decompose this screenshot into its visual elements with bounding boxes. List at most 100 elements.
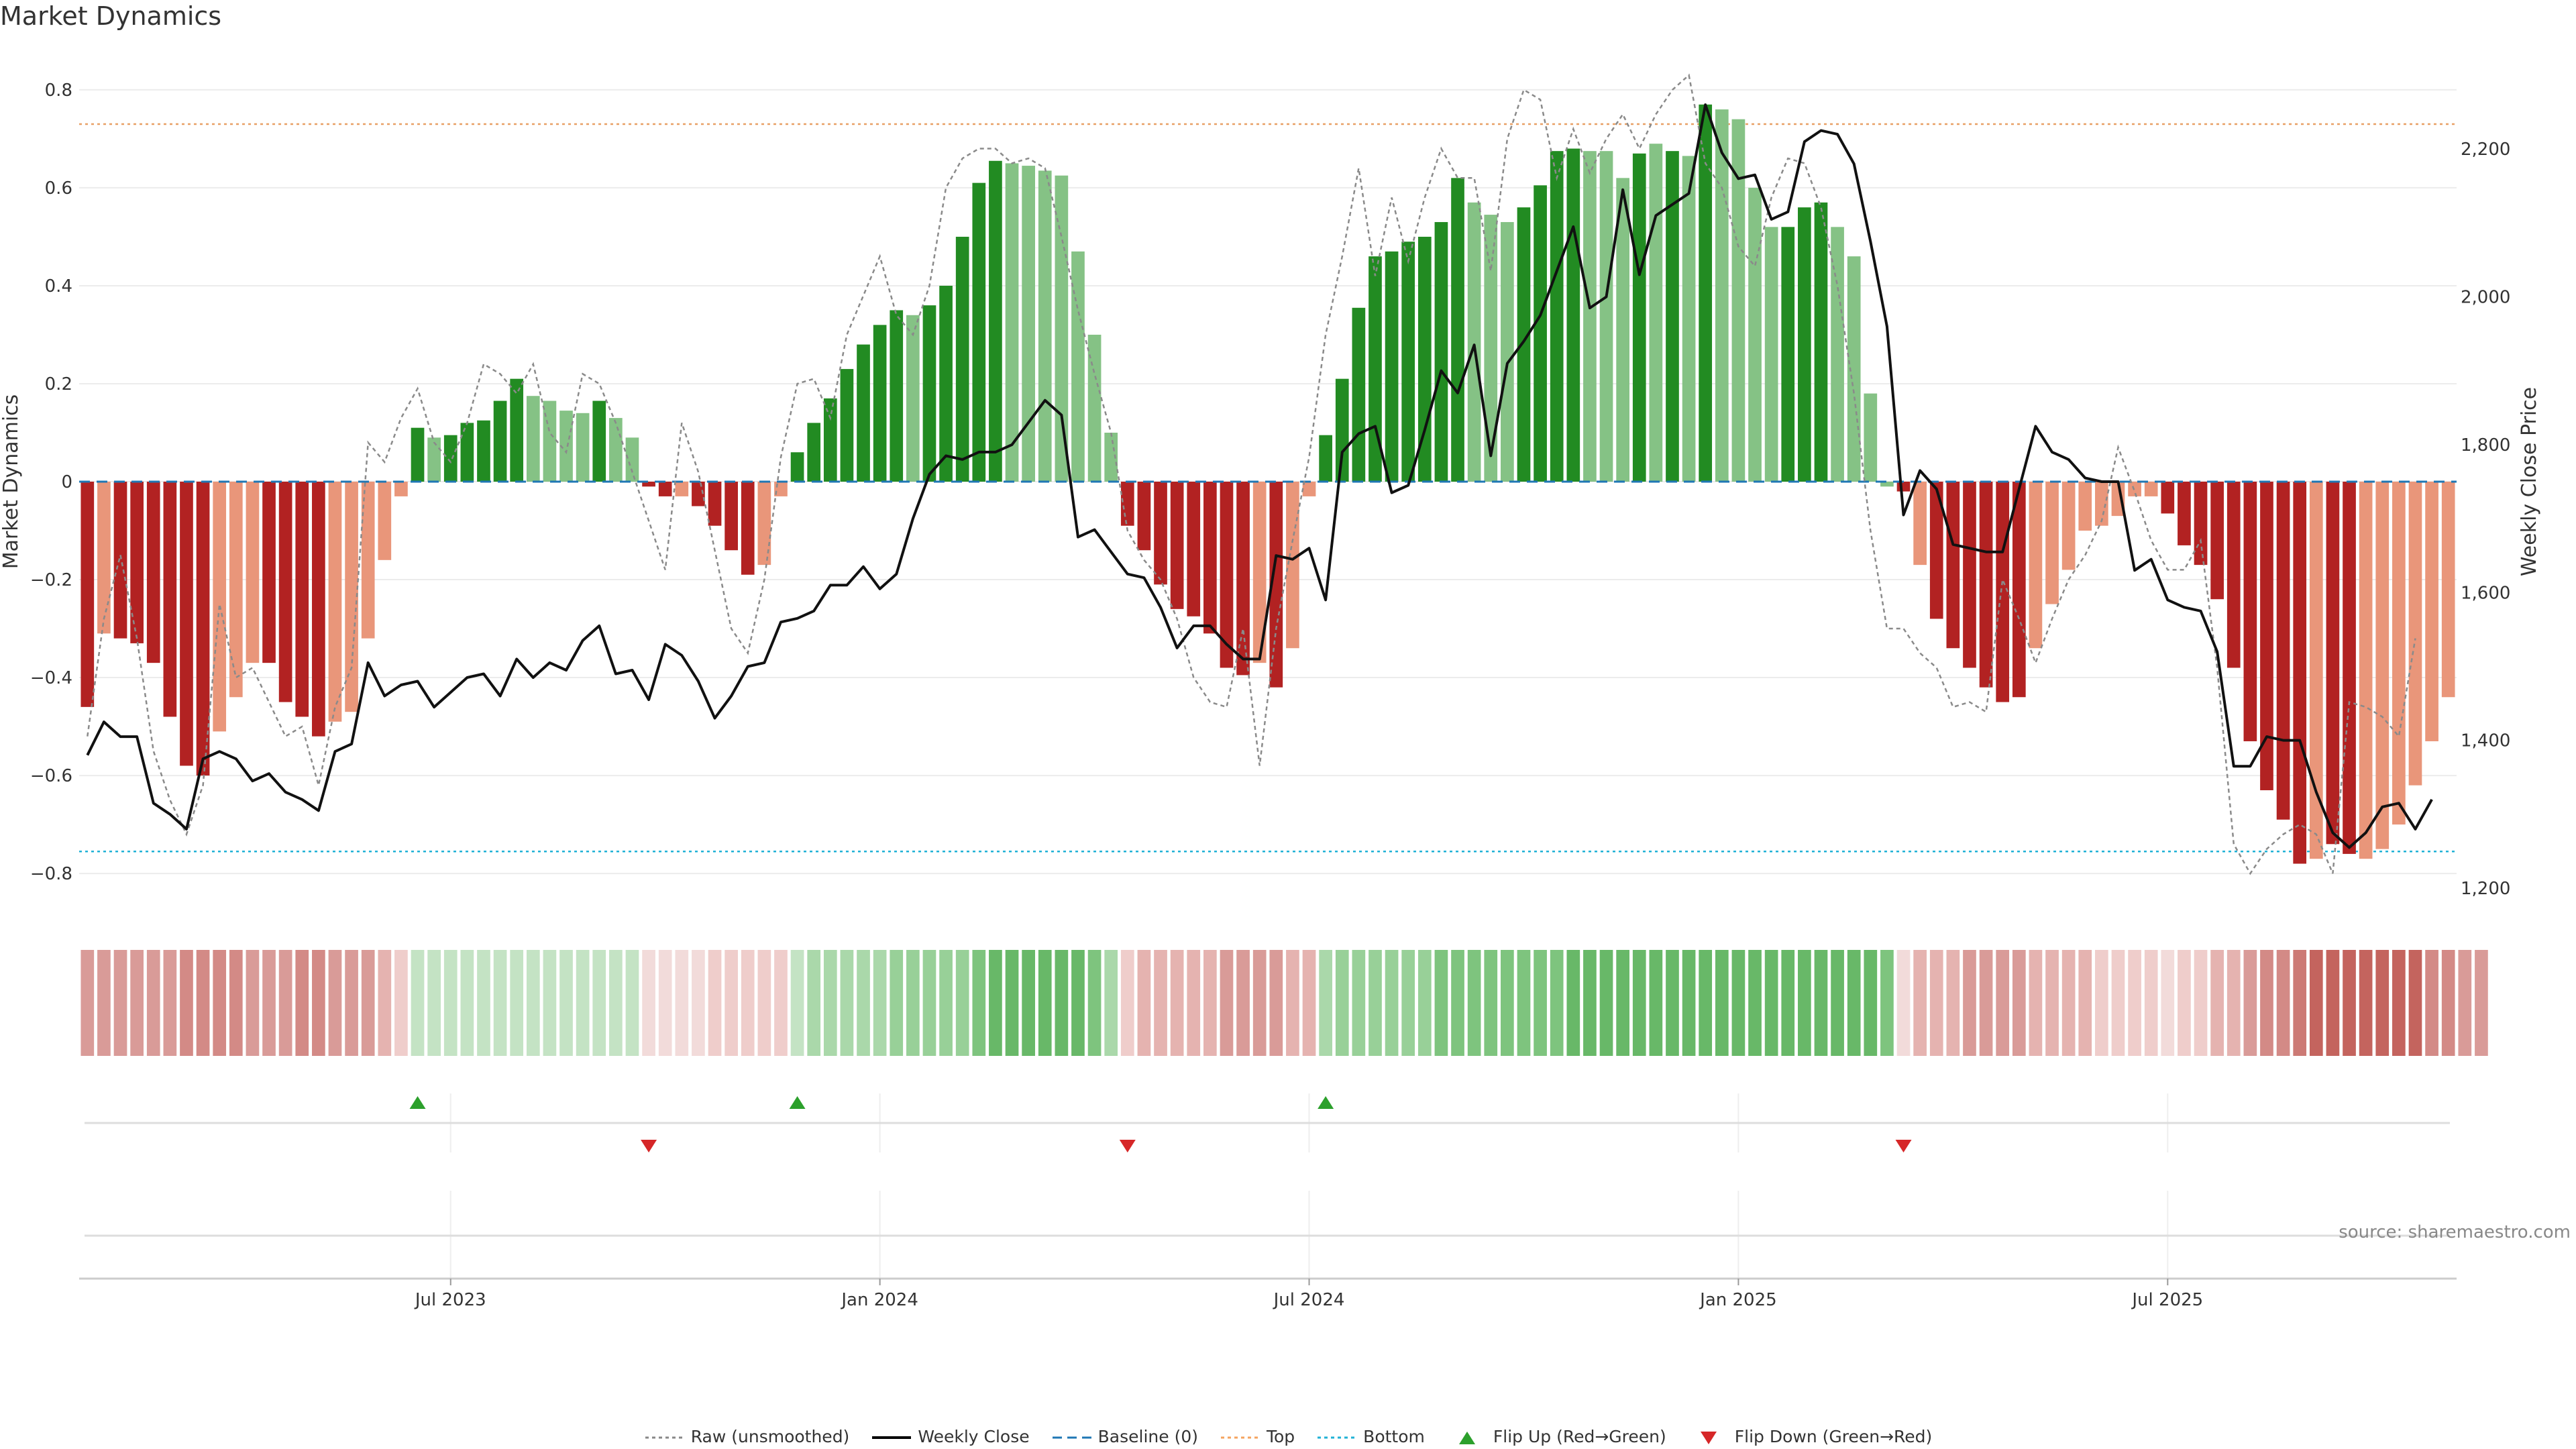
legend-label: Bottom (1363, 1426, 1425, 1446)
regime-cell (2309, 950, 2323, 1056)
regime-cell (1583, 950, 1597, 1056)
flip-up-marker (1318, 1096, 1334, 1109)
dynamics-bar (2375, 482, 2390, 849)
legend-item: Bottom (1316, 1427, 1425, 1446)
dynamics-bar (1286, 482, 1299, 649)
dynamics-bar (1071, 251, 1085, 482)
regime-cell (1798, 950, 1811, 1056)
regime-cell (246, 950, 260, 1056)
regime-cell (1467, 950, 1481, 1056)
regime-cell (1929, 950, 1943, 1056)
dynamics-bar (1352, 307, 1366, 482)
legend-label: Top (1266, 1426, 1295, 1446)
dynamics-bar (246, 482, 260, 663)
regime-cell (625, 950, 639, 1056)
regime-cell (1203, 950, 1217, 1056)
y-tick-label: −0.8 (30, 864, 72, 884)
dynamics-bar (97, 482, 111, 634)
regime-cell (2226, 950, 2241, 1056)
dynamics-bar (1616, 178, 1629, 482)
regime-cell (1335, 950, 1349, 1056)
legend-label: Flip Down (Green→Red) (1734, 1426, 1933, 1446)
regime-cell (2111, 950, 2125, 1056)
dynamics-bar (278, 482, 292, 702)
regime-cell (526, 950, 540, 1056)
regime-cell (857, 950, 870, 1056)
dynamics-bar (1203, 482, 1217, 634)
regime-cell (1764, 950, 1778, 1056)
raw-line (87, 73, 2416, 875)
regime-cell (642, 950, 655, 1056)
dynamics-bar (609, 418, 623, 482)
dynamics-bar (80, 482, 95, 707)
dynamics-bar (2408, 482, 2422, 786)
regime-cell (2210, 950, 2224, 1056)
flip-down-marker (1119, 1140, 1136, 1152)
dynamics-bar (642, 482, 655, 487)
regime-cell (2458, 950, 2472, 1056)
dynamics-bar (922, 305, 936, 482)
legend-item: Baseline (0) (1051, 1427, 1198, 1446)
dynamics-bar (2359, 482, 2373, 859)
regime-cell (2045, 950, 2059, 1056)
dynamics-bar (2425, 482, 2438, 741)
regime-cell (1005, 950, 1019, 1056)
legend-swatch (1220, 1436, 1260, 1438)
dynamics-bar (2343, 482, 2356, 854)
regime-cell (2012, 950, 2026, 1056)
dynamics-bar (741, 482, 755, 575)
regime-cell (2475, 950, 2488, 1056)
regime-cell (2144, 950, 2158, 1056)
regime-cell (1699, 950, 1713, 1056)
chart-title: Market Dynamics (0, 1, 222, 31)
regime-cell (2276, 950, 2290, 1056)
regime-cell (1913, 950, 1927, 1056)
regime-cell (2392, 950, 2406, 1056)
dynamics-bar (2260, 482, 2273, 790)
dynamics-bar (890, 310, 904, 482)
dynamics-bar (427, 437, 441, 482)
regime-cell (955, 950, 969, 1056)
regime-cell (2061, 950, 2076, 1056)
dynamics-bar (394, 482, 408, 496)
regime-cell (2293, 950, 2307, 1056)
dynamics-bar (1764, 227, 1778, 482)
regime-cell (2078, 950, 2092, 1056)
dynamics-bar (2226, 482, 2241, 668)
dynamics-bar (2111, 482, 2125, 517)
dynamics-bar (2441, 482, 2455, 698)
dynamics-bar (262, 482, 276, 663)
regime-cell (2243, 950, 2257, 1056)
dynamics-bar (1896, 482, 1911, 492)
regime-cell (1534, 950, 1547, 1056)
regime-cell (1055, 950, 1069, 1056)
regime-cell (1269, 950, 1283, 1056)
dynamics-bar (807, 423, 821, 482)
dynamics-bar (2012, 482, 2026, 698)
legend-label: Raw (unsmoothed) (690, 1426, 850, 1446)
dynamics-bar (724, 482, 738, 551)
regime-cell (1104, 950, 1118, 1056)
dynamics-bar (1566, 148, 1580, 482)
y2-tick-label: 2,000 (2461, 288, 2510, 308)
dynamics-bar (1682, 156, 1696, 482)
regime-cell (460, 950, 474, 1056)
dynamics-bar (906, 315, 920, 482)
regime-cell (1120, 950, 1134, 1056)
regime-cell (906, 950, 920, 1056)
chart-legend: Raw (unsmoothed) Weekly Close Baseline (0)… (0, 1426, 2576, 1446)
regime-cell (345, 950, 358, 1056)
regime-cell (1682, 950, 1696, 1056)
dynamics-bar (1434, 222, 1448, 482)
legend-item: Top (1220, 1427, 1295, 1446)
regime-cell (1847, 950, 1861, 1056)
regime-cell (741, 950, 755, 1056)
regime-cell (113, 950, 127, 1056)
dynamics-bar (2029, 482, 2043, 649)
dynamics-bar (576, 413, 590, 482)
regime-cell (757, 950, 771, 1056)
legend-flip-down-icon (1700, 1431, 1717, 1444)
dynamics-bar (2128, 482, 2141, 496)
regime-cell (477, 950, 490, 1056)
